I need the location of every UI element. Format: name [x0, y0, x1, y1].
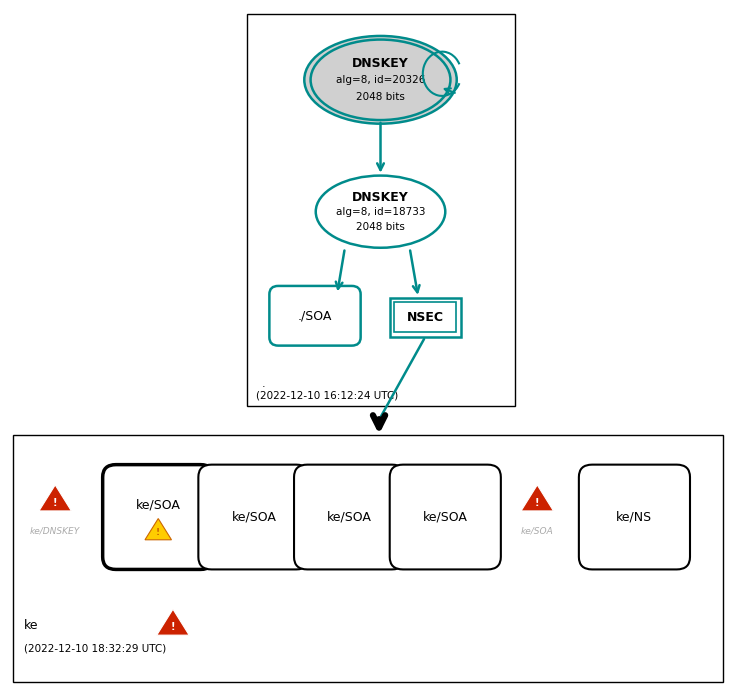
Text: (2022-12-10 16:12:24 UTC): (2022-12-10 16:12:24 UTC) — [256, 391, 398, 400]
Text: ke/NS: ke/NS — [616, 511, 653, 523]
FancyBboxPatch shape — [13, 435, 723, 682]
Text: DNSKEY: DNSKEY — [352, 191, 409, 204]
Text: ke/SOA: ke/SOA — [521, 527, 553, 535]
FancyBboxPatch shape — [390, 465, 500, 569]
Polygon shape — [157, 609, 189, 635]
Text: 2048 bits: 2048 bits — [356, 222, 405, 232]
Text: ke/SOA: ke/SOA — [328, 511, 372, 523]
Text: !: ! — [535, 498, 539, 507]
Polygon shape — [145, 518, 171, 540]
FancyBboxPatch shape — [247, 14, 515, 406]
Text: ke/SOA: ke/SOA — [136, 498, 180, 511]
Text: ke/SOA: ke/SOA — [423, 511, 467, 523]
Text: NSEC: NSEC — [407, 311, 444, 323]
Ellipse shape — [316, 176, 445, 248]
Text: 2048 bits: 2048 bits — [356, 92, 405, 102]
Polygon shape — [521, 485, 553, 511]
Text: alg=8, id=18733: alg=8, id=18733 — [336, 207, 425, 217]
Text: DNSKEY: DNSKEY — [352, 57, 409, 70]
FancyBboxPatch shape — [294, 465, 405, 569]
Text: !: ! — [53, 498, 57, 507]
Ellipse shape — [311, 40, 450, 120]
Text: !: ! — [171, 622, 175, 632]
FancyBboxPatch shape — [394, 302, 456, 332]
FancyBboxPatch shape — [390, 298, 461, 337]
Text: alg=8, id=20326: alg=8, id=20326 — [336, 75, 425, 85]
FancyBboxPatch shape — [578, 465, 690, 569]
FancyBboxPatch shape — [269, 286, 361, 346]
FancyBboxPatch shape — [198, 465, 309, 569]
Text: ke/SOA: ke/SOA — [232, 511, 276, 523]
Text: ke/DNSKEY: ke/DNSKEY — [30, 527, 80, 535]
Polygon shape — [39, 485, 71, 511]
FancyBboxPatch shape — [103, 465, 213, 569]
Text: ./SOA: ./SOA — [298, 310, 332, 322]
Text: .: . — [261, 379, 265, 389]
Text: ke: ke — [24, 620, 39, 632]
Text: !: ! — [156, 528, 160, 537]
Text: (2022-12-10 18:32:29 UTC): (2022-12-10 18:32:29 UTC) — [24, 644, 166, 654]
Ellipse shape — [304, 36, 457, 124]
